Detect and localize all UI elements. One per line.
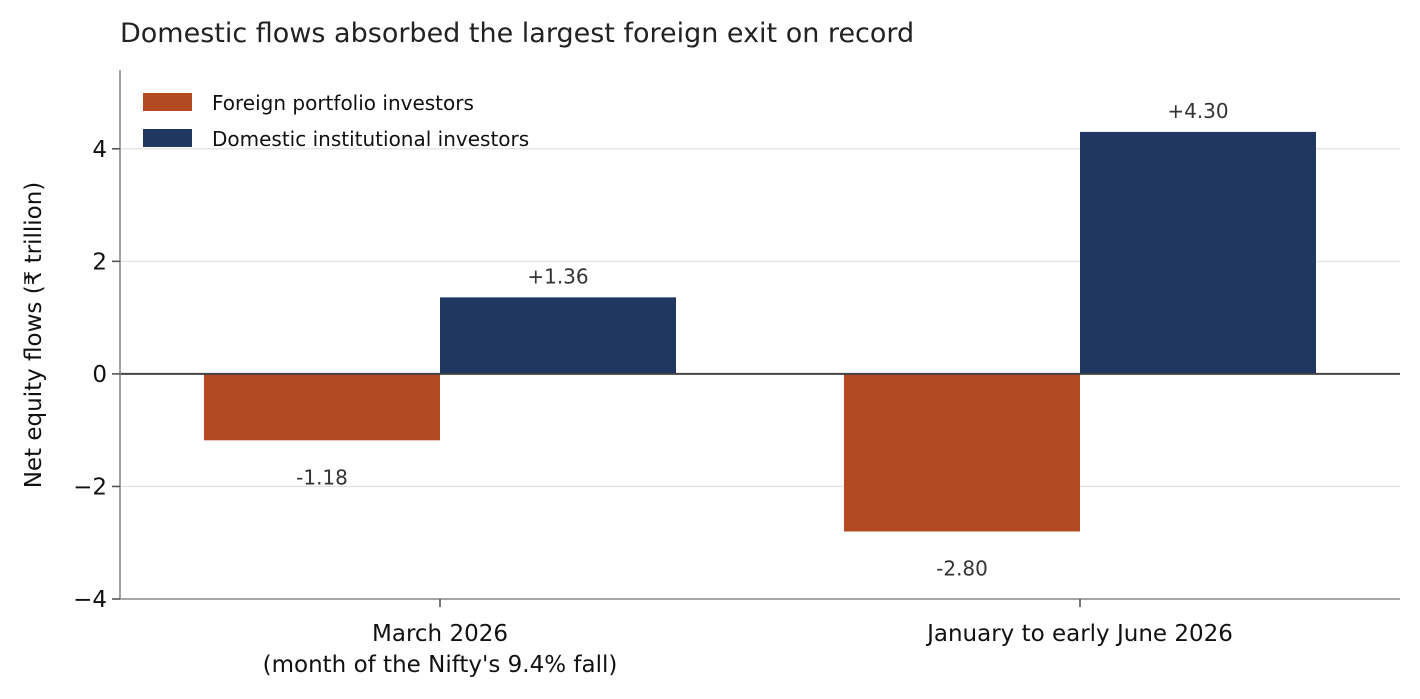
- x-tick-label: March 2026 (month of the Nifty's 9.4% fal…: [263, 621, 618, 678]
- x-tick-label-line: March 2026: [372, 621, 508, 647]
- legend: Foreign portfolio investors Domestic inst…: [143, 91, 529, 151]
- data-label: -2.80: [936, 556, 988, 580]
- y-tick-label: 0: [92, 362, 107, 388]
- legend-swatch: [143, 129, 192, 147]
- x-tick-label-line: January to early June 2026: [925, 621, 1233, 647]
- axes: [119, 70, 1400, 600]
- x-axis-ticks: March 2026 (month of the Nifty's 9.4% fal…: [263, 599, 1233, 678]
- x-tick-label: January to early June 2026: [925, 621, 1233, 647]
- y-tick-label: −2: [73, 474, 107, 500]
- chart-title: Domestic flows absorbed the largest fore…: [120, 18, 914, 49]
- legend-label: Foreign portfolio investors: [212, 91, 474, 115]
- bar: [1080, 131, 1316, 374]
- y-tick-label: 4: [92, 137, 107, 163]
- data-label: +4.30: [1167, 99, 1228, 123]
- bar: [844, 373, 1080, 532]
- legend-swatch: [143, 93, 192, 111]
- data-label: +1.36: [527, 264, 588, 288]
- legend-label: Domestic institutional investors: [212, 127, 529, 151]
- y-axis-label: Net equity flows (₹ trillion): [21, 182, 47, 489]
- y-tick-label: 2: [92, 249, 107, 275]
- y-axis-ticks: −4 −2 0 2 4: [73, 137, 120, 613]
- bar: [440, 297, 676, 374]
- data-label: -1.18: [296, 465, 348, 489]
- bar: [204, 373, 440, 441]
- y-tick-label: −4: [73, 587, 107, 613]
- data-labels: -1.18 -2.80 +1.36 +4.30: [296, 99, 1229, 581]
- x-tick-label-line: (month of the Nifty's 9.4% fall): [263, 652, 618, 678]
- bars: [204, 131, 1316, 532]
